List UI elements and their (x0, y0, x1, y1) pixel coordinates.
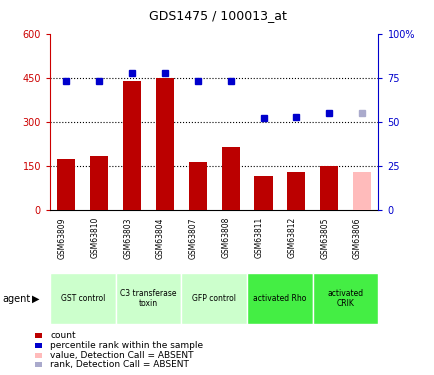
Text: activated
CRIK: activated CRIK (327, 289, 363, 308)
Text: GSM63811: GSM63811 (254, 217, 263, 258)
Text: GDS1475 / 100013_at: GDS1475 / 100013_at (148, 9, 286, 22)
Bar (254, 176, 272, 210)
Text: GSM63809: GSM63809 (57, 217, 66, 259)
Bar (155, 78, 174, 210)
Text: GSM63804: GSM63804 (156, 217, 164, 259)
Bar (50, 273, 115, 324)
Text: GSM63810: GSM63810 (90, 217, 99, 258)
Bar (188, 162, 207, 210)
Text: GSM63808: GSM63808 (221, 217, 230, 258)
Bar (319, 166, 338, 210)
Bar (181, 273, 247, 324)
Text: GSM63805: GSM63805 (319, 217, 329, 259)
Bar (247, 273, 312, 324)
Bar (352, 172, 370, 210)
Text: agent: agent (2, 294, 30, 303)
Bar (123, 81, 141, 210)
Text: percentile rank within the sample: percentile rank within the sample (50, 341, 203, 350)
Bar (90, 156, 108, 210)
Text: value, Detection Call = ABSENT: value, Detection Call = ABSENT (50, 351, 193, 360)
Bar (286, 172, 305, 210)
Text: C3 transferase
toxin: C3 transferase toxin (120, 289, 176, 308)
Text: GSM63803: GSM63803 (123, 217, 132, 259)
Text: GSM63807: GSM63807 (188, 217, 197, 259)
Text: count: count (50, 331, 76, 340)
Text: ▶: ▶ (32, 294, 39, 303)
Text: GFP control: GFP control (192, 294, 236, 303)
Text: activated Rho: activated Rho (253, 294, 306, 303)
Bar (115, 273, 181, 324)
Bar (221, 147, 239, 210)
Text: GSM63806: GSM63806 (352, 217, 361, 259)
Text: rank, Detection Call = ABSENT: rank, Detection Call = ABSENT (50, 360, 188, 369)
Text: GSM63812: GSM63812 (287, 217, 296, 258)
Bar (57, 159, 76, 210)
Text: GST control: GST control (60, 294, 105, 303)
Bar (312, 273, 378, 324)
